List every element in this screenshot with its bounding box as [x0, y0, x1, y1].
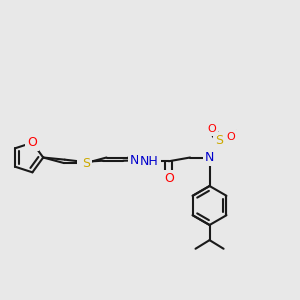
- Text: S: S: [79, 155, 87, 168]
- Text: O: O: [227, 132, 236, 142]
- Text: NH: NH: [130, 154, 149, 167]
- Text: NH: NH: [140, 155, 159, 168]
- Text: O: O: [164, 172, 174, 185]
- Text: S: S: [215, 134, 223, 147]
- Text: N: N: [205, 151, 214, 164]
- Text: S: S: [82, 157, 90, 169]
- Text: O: O: [28, 136, 38, 149]
- Text: O: O: [207, 124, 216, 134]
